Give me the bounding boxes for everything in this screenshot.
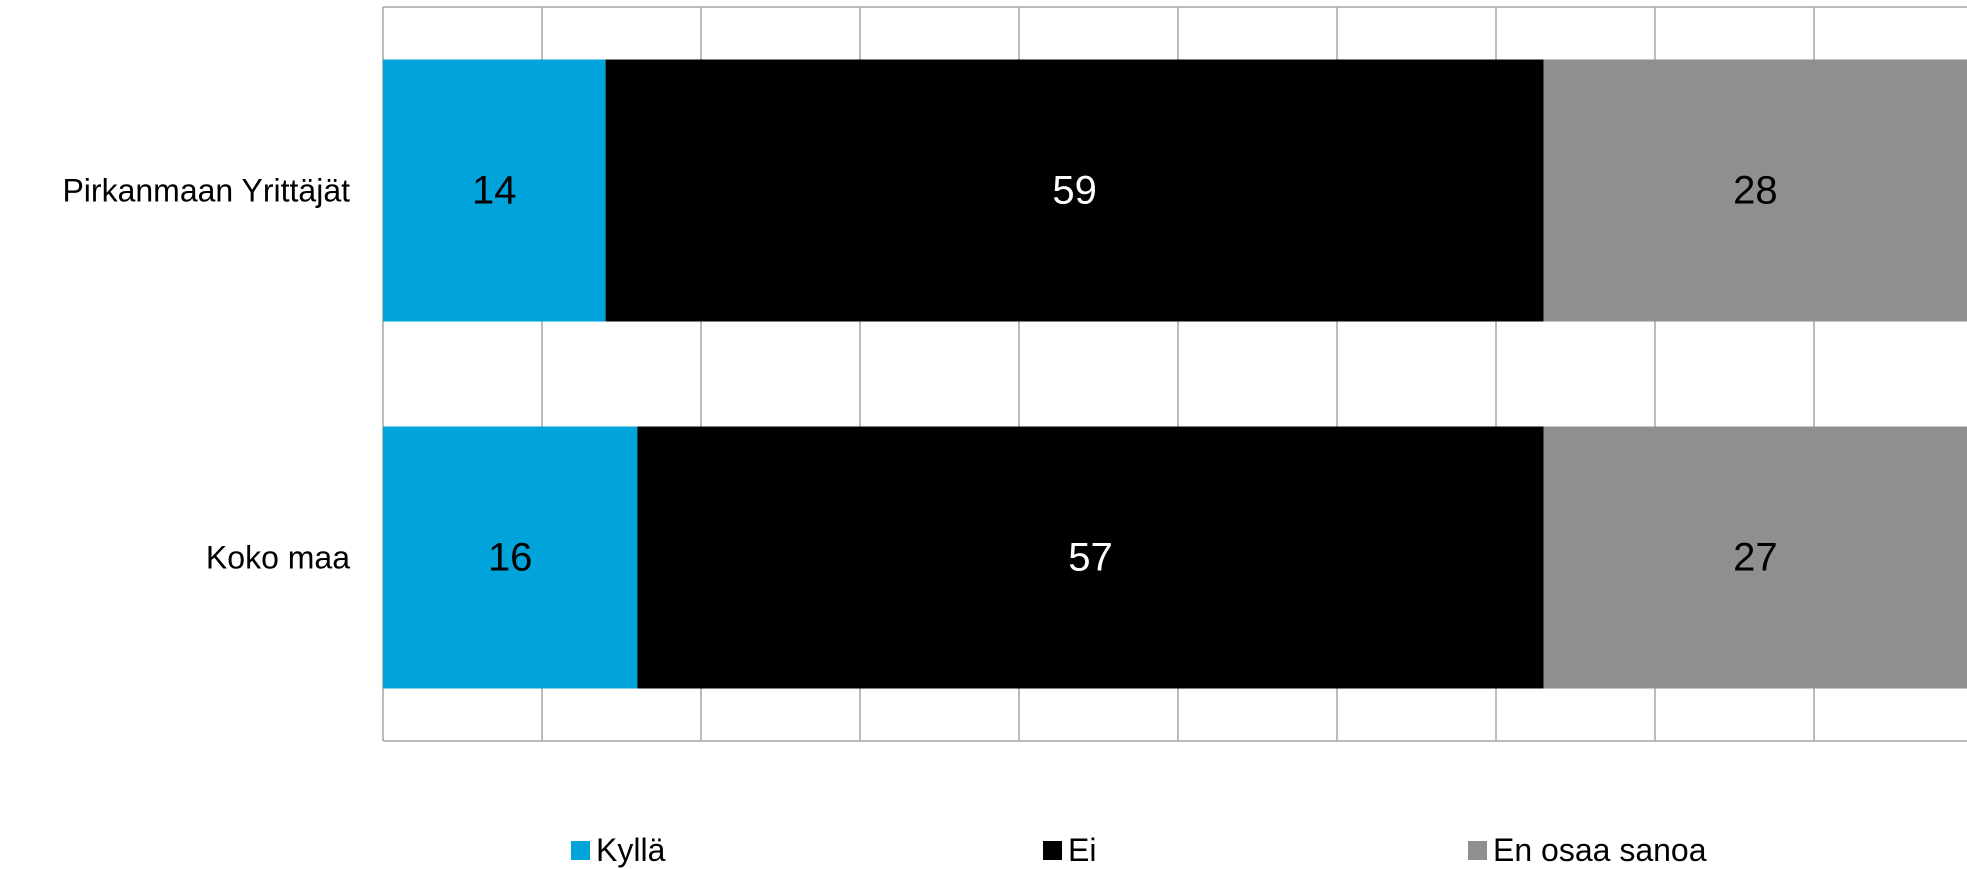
- legend-label-kylla: Kyllä: [596, 831, 666, 868]
- data-label: 57: [1068, 536, 1113, 580]
- legend-item-en-osaa-sanoa: En osaa sanoa: [1468, 832, 1707, 869]
- bars: [383, 59, 1967, 689]
- bar-koko-maa-ei: [637, 426, 1544, 689]
- category-label: Koko maa: [206, 540, 350, 576]
- bar-koko-maa-kyll-: [383, 426, 638, 689]
- data-labels: 14 59 28 16 57 27: [472, 169, 1778, 580]
- bar-pirkanmaan-yritt-j-t-ei: [605, 59, 1544, 322]
- data-label: 28: [1733, 169, 1778, 213]
- legend-swatch-en-osaa-sanoa: [1468, 840, 1487, 860]
- legend-swatch-ei: [1043, 840, 1062, 860]
- bar-koko-maa-en-osaa-sanoa: [1543, 426, 1967, 689]
- category-label: Pirkanmaan Yrittäjät: [62, 173, 350, 209]
- legend: Kyllä Ei En osaa sanoa: [0, 832, 1967, 868]
- legend-label-ei: Ei: [1068, 831, 1097, 868]
- bar-pirkanmaan-yritt-j-t-kyll-: [383, 59, 606, 322]
- data-label: 14: [472, 169, 517, 213]
- legend-label-en-osaa-sanoa: En osaa sanoa: [1493, 831, 1707, 868]
- legend-item-ei: Ei: [1043, 832, 1096, 869]
- bar-pirkanmaan-yritt-j-t-en-osaa-sanoa: [1543, 59, 1967, 322]
- data-label: 27: [1733, 536, 1778, 580]
- category-labels: Pirkanmaan Yrittäjät Koko maa: [62, 173, 350, 576]
- legend-item-kylla: Kyllä: [571, 832, 665, 869]
- data-label: 16: [488, 536, 533, 580]
- legend-swatch-kylla: [571, 840, 590, 860]
- data-label: 59: [1052, 169, 1097, 213]
